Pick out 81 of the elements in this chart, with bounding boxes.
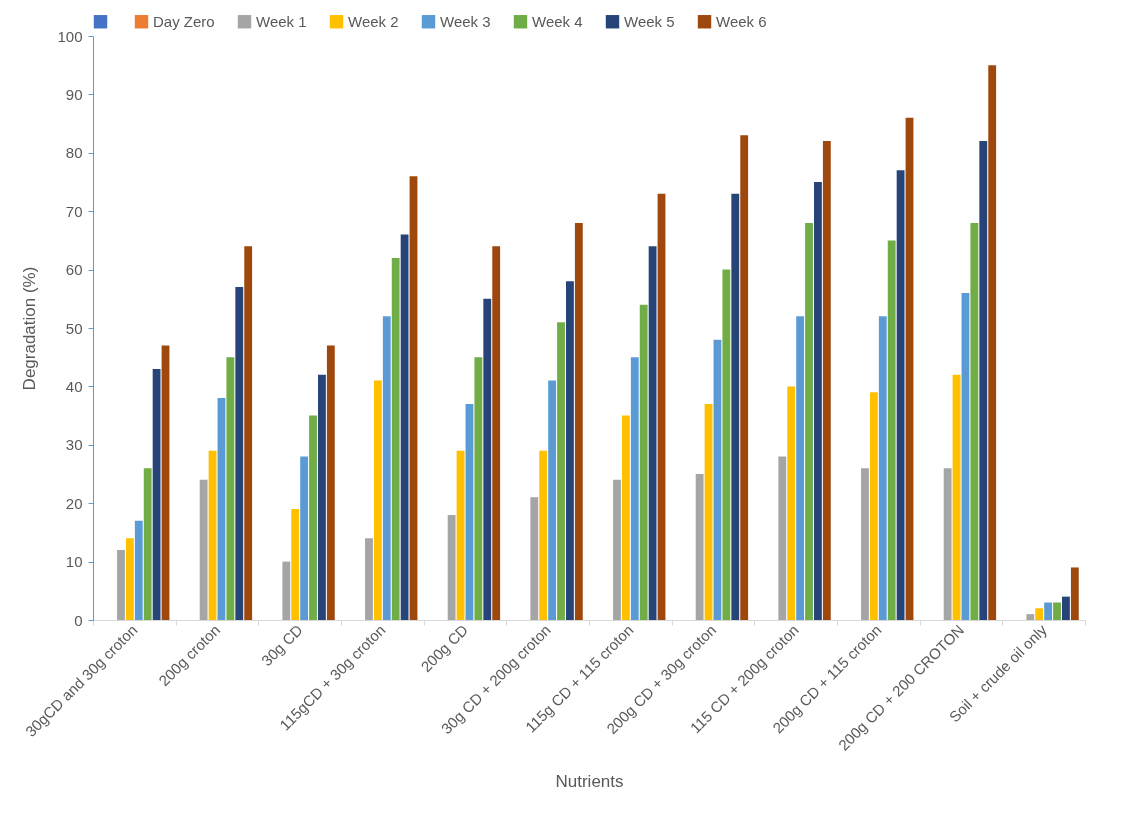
bar [861, 468, 869, 620]
legend-label: Day Zero [153, 12, 215, 30]
y-tick-label: 10 [65, 553, 83, 571]
y-tick-label: 100 [57, 27, 83, 45]
bar [125, 538, 134, 620]
bar [630, 357, 639, 620]
y-tick-label: 30 [65, 436, 83, 454]
bar [199, 479, 208, 620]
bar [1062, 596, 1070, 620]
bar [1053, 602, 1061, 620]
bar [639, 304, 648, 620]
bar [695, 474, 704, 620]
bar [400, 234, 409, 620]
bar [143, 468, 152, 620]
legend-label: Week 4 [532, 12, 583, 30]
legend-label: Week 1 [256, 12, 307, 30]
bar [309, 415, 317, 620]
bar [326, 345, 335, 620]
bar [235, 287, 244, 620]
bar [988, 65, 997, 620]
bar [117, 549, 125, 620]
bar [787, 386, 796, 620]
legend-label: Week 6 [716, 12, 767, 30]
y-tick-label: 40 [65, 377, 83, 395]
x-axis-title: Nutrients [555, 771, 624, 791]
bar [970, 222, 979, 620]
bar [814, 182, 822, 620]
bar [648, 246, 657, 620]
bar [887, 240, 896, 620]
y-tick-label: 20 [65, 494, 83, 512]
bar [492, 246, 501, 620]
bar [878, 316, 887, 620]
bar [943, 468, 952, 620]
bar [740, 135, 749, 620]
bar [796, 316, 805, 620]
bar [1026, 614, 1035, 620]
bar [613, 479, 621, 620]
bar [979, 141, 988, 620]
bar [483, 298, 492, 620]
bar [1044, 602, 1053, 620]
bar [447, 514, 456, 620]
bar [557, 322, 565, 620]
bar [226, 357, 235, 620]
bar [382, 316, 391, 620]
bar [244, 246, 253, 620]
legend-label: Week 2 [348, 12, 399, 30]
y-tick-label: 0 [74, 611, 83, 629]
bar [291, 509, 300, 620]
bar [778, 456, 787, 620]
bar [574, 222, 583, 620]
bar [152, 368, 161, 620]
y-tick-label: 60 [65, 261, 83, 279]
bar [530, 497, 539, 620]
bar [805, 222, 813, 620]
bar [373, 380, 382, 620]
x-tick-label: 30g CD [257, 621, 306, 670]
bar [318, 374, 326, 620]
bar [474, 357, 483, 620]
y-tick-label: 90 [65, 85, 83, 103]
bar [869, 392, 878, 620]
bar [722, 269, 731, 620]
bar [896, 170, 905, 620]
bar [539, 450, 548, 620]
bar [621, 415, 630, 620]
y-tick-label: 80 [65, 144, 83, 162]
bar [300, 456, 309, 620]
legend-label: Week 3 [440, 12, 491, 30]
bar [134, 520, 143, 620]
bar [1035, 608, 1044, 620]
y-axis-title: Degradation (%) [20, 266, 40, 391]
legend-label: Week 5 [624, 12, 675, 30]
y-tick-label: 50 [65, 319, 83, 337]
bar [1070, 567, 1079, 620]
y-tick-label: 70 [65, 202, 83, 220]
bar [282, 561, 291, 620]
bar [566, 281, 574, 620]
bar [391, 257, 400, 620]
bar [365, 538, 373, 620]
bar [822, 141, 831, 620]
bar [731, 193, 740, 620]
bar [548, 380, 557, 620]
